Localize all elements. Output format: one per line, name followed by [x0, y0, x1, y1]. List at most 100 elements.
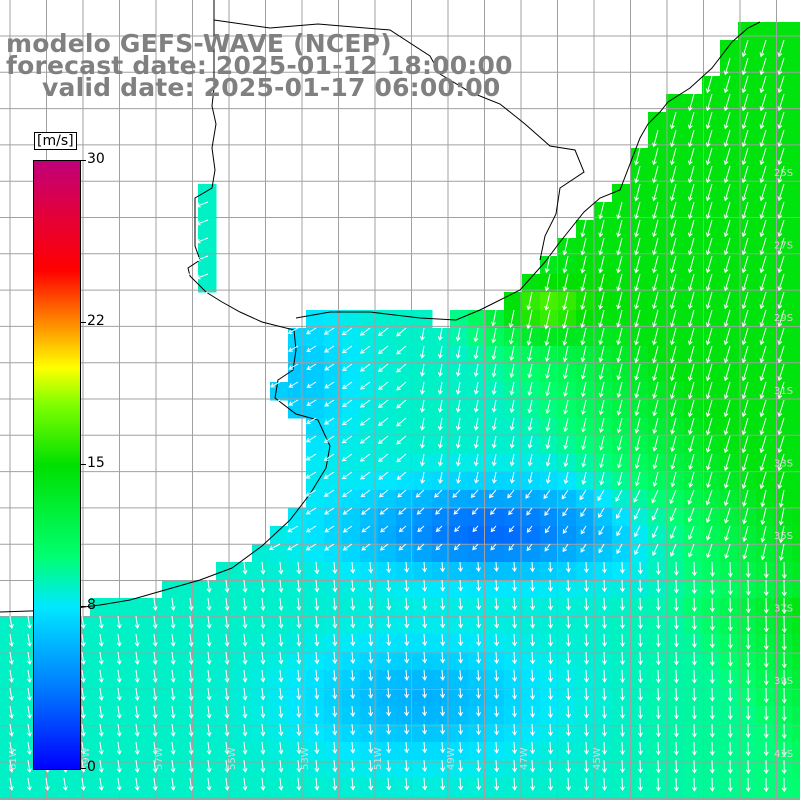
wind-arrowhead: [404, 711, 410, 717]
wind-arrow: [306, 525, 317, 533]
wind-arrowhead: [777, 304, 783, 310]
wind-arrowhead: [741, 106, 747, 112]
wind-arrowhead: [419, 425, 425, 431]
wind-arrow: [9, 687, 13, 701]
wind-speed-cell: [630, 472, 649, 491]
wind-arrow: [153, 759, 157, 773]
wind-arrow: [421, 417, 425, 430]
wind-arrow: [360, 345, 371, 354]
wind-arrow: [378, 453, 389, 462]
wind-arrow: [324, 345, 335, 353]
wind-arrow: [546, 399, 551, 414]
wind-arrowhead: [260, 606, 266, 611]
wind-arrow: [563, 237, 569, 255]
wind-speed-cell: [576, 490, 595, 509]
longitude-label: 53W: [300, 747, 311, 770]
wind-arrow: [562, 543, 569, 552]
wind-speed-cell: [720, 508, 739, 527]
wind-arrow: [207, 669, 210, 682]
wind-speed-cell: [486, 490, 505, 509]
wind-arrowhead: [458, 676, 464, 682]
wind-speed-cell: [648, 742, 667, 761]
wind-arrowhead: [332, 785, 338, 791]
wind-arrow: [225, 651, 228, 664]
wind-arrowhead: [655, 678, 661, 684]
wind-arrowhead: [368, 568, 374, 574]
wind-arrowhead: [422, 711, 428, 717]
wind-arrow: [761, 489, 767, 507]
wind-arrowhead: [687, 322, 693, 328]
wind-arrow: [780, 525, 785, 543]
wind-arrow: [475, 435, 479, 448]
wind-arrow: [477, 633, 480, 646]
wind-arrowhead: [727, 697, 733, 703]
wind-arrow: [421, 399, 425, 412]
wind-arrow: [351, 669, 354, 681]
wind-arrowhead: [435, 545, 441, 551]
wind-arrow: [99, 723, 103, 737]
wind-arrow: [585, 633, 588, 646]
wind-arrowhead: [526, 305, 532, 311]
wind-arrowhead: [525, 494, 530, 499]
wind-arrowhead: [494, 694, 499, 700]
wind-arrowhead: [778, 556, 784, 561]
wind-arrow: [531, 561, 534, 572]
wind-arrow: [343, 507, 353, 515]
wind-arrowhead: [548, 605, 554, 611]
wind-arrowhead: [544, 324, 549, 330]
wind-arrowhead: [324, 348, 329, 353]
wind-arrowhead: [342, 528, 348, 533]
wind-arrowhead: [188, 606, 194, 611]
wind-arrowhead: [476, 586, 482, 592]
wind-arrow: [706, 255, 713, 273]
wind-speed-cell: [792, 22, 800, 41]
wind-speed-cell: [360, 742, 379, 761]
wind-arrowhead: [616, 322, 621, 328]
wind-speed-cell: [522, 436, 541, 455]
wind-speed-cell: [630, 364, 649, 383]
wind-arrowhead: [396, 475, 402, 481]
wind-arrowhead: [458, 641, 464, 647]
wind-arrowhead: [473, 425, 479, 431]
wind-arrowhead: [583, 624, 589, 629]
wind-speed-cell: [684, 544, 703, 563]
wind-arrow: [279, 633, 282, 646]
wind-speed-cell: [774, 616, 793, 635]
wind-arrowhead: [98, 786, 104, 791]
wind-arrowhead: [580, 374, 586, 380]
wind-arrowhead: [634, 340, 639, 346]
wind-arrowhead: [512, 677, 518, 682]
wind-arrowhead: [440, 676, 446, 682]
wind-arrow: [360, 471, 371, 480]
wind-arrow: [324, 453, 335, 461]
wind-arrow: [459, 651, 462, 663]
wind-arrow: [387, 597, 390, 610]
wind-speed-cell: [792, 598, 800, 617]
wind-arrowhead: [242, 588, 248, 593]
wind-arrow: [562, 525, 569, 534]
wind-arrow: [634, 507, 641, 520]
wind-arrow: [171, 651, 175, 665]
wind-arrow: [778, 291, 785, 309]
wind-arrowhead: [742, 537, 748, 543]
wind-arrow: [171, 705, 175, 719]
wind-arrowhead: [278, 569, 284, 575]
wind-speed-cell: [522, 364, 541, 383]
wind-arrow: [549, 669, 552, 682]
wind-arrowhead: [288, 401, 294, 406]
wind-arrow: [603, 561, 606, 573]
wind-arrow: [225, 597, 228, 611]
wind-speed-cell: [468, 310, 487, 329]
wind-arrow: [423, 597, 426, 610]
wind-speed-cell: [720, 562, 739, 581]
wind-speed-cell: [540, 508, 559, 527]
wind-arrowhead: [305, 329, 311, 335]
wind-arrow: [333, 723, 336, 735]
wind-arrow: [207, 597, 210, 611]
wind-arrowhead: [619, 732, 625, 738]
wind-arrowhead: [705, 304, 711, 310]
wind-arrowhead: [763, 769, 769, 775]
wind-arrowhead: [494, 586, 500, 592]
wind-arrow: [600, 471, 605, 485]
wind-arrowhead: [134, 642, 140, 647]
